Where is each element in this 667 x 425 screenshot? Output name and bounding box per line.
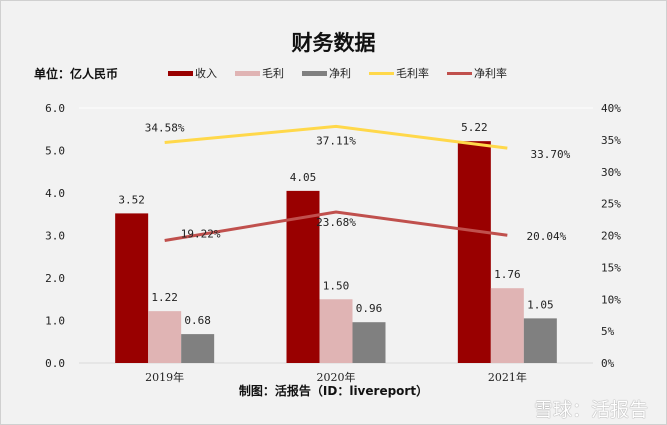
bar-revenue [115, 213, 149, 363]
data-label: 4.05 [290, 171, 317, 184]
legend-swatch [235, 70, 260, 76]
legend-label: 毛利 [262, 67, 284, 80]
data-label: 37.11% [316, 134, 356, 147]
bar-revenue [457, 141, 491, 363]
legend-label: 净利率 [474, 67, 507, 80]
right-tick-label: 35% [601, 134, 621, 147]
data-label: 1.22 [151, 291, 178, 304]
data-label: 23.68% [316, 216, 356, 229]
bar-gross [319, 299, 353, 363]
bar-net [523, 318, 557, 363]
credit-text: 制图：活报告（ID：livereport） [238, 384, 429, 398]
data-label: 1.05 [527, 298, 554, 311]
unit-label: 单位：亿人民币 [34, 67, 119, 81]
legend-gross[interactable]: 毛利 [235, 65, 284, 81]
bar-gross [148, 311, 182, 363]
legend-net-margin[interactable]: 净利率 [447, 65, 507, 81]
data-label: 34.58% [145, 122, 185, 135]
x-tick-label: 2020年 [317, 370, 356, 384]
data-label: 19.22% [181, 227, 221, 240]
left-tick-label: 4.0 [45, 187, 65, 200]
bar-net [181, 334, 215, 363]
watermark: 雪球：活报告 [533, 399, 648, 421]
line-net-margin [164, 210, 508, 242]
data-label: 0.68 [184, 314, 211, 327]
legend: 收入 毛利 净利 毛利率 净利率 [168, 65, 507, 81]
data-label: 1.50 [323, 279, 350, 292]
legend-swatch [447, 71, 472, 75]
right-tick-label: 10% [601, 293, 621, 306]
left-tick-label: 2.0 [45, 272, 65, 285]
legend-label: 毛利率 [396, 67, 429, 80]
legend-revenue[interactable]: 收入 [168, 65, 217, 81]
data-label: 3.52 [118, 193, 145, 206]
left-tick-label: 1.0 [45, 315, 65, 328]
right-tick-label: 30% [601, 166, 621, 179]
chart-title: 财务数据 [291, 31, 376, 55]
legend-swatch [168, 70, 193, 76]
x-tick-label: 2021年 [488, 370, 527, 384]
left-tick-label: 0.0 [45, 357, 65, 370]
data-label: 5.22 [461, 121, 488, 134]
right-tick-label: 25% [601, 198, 621, 211]
x-tick-label: 2019年 [145, 370, 184, 384]
legend-swatch [369, 71, 394, 75]
legend-gross-margin[interactable]: 毛利率 [369, 65, 429, 81]
right-tick-label: 20% [601, 230, 621, 243]
right-tick-label: 0% [601, 357, 615, 370]
line-gross-margin [164, 124, 508, 150]
legend-net[interactable]: 净利 [302, 65, 351, 81]
right-tick-label: 5% [601, 325, 615, 338]
data-label: 0.96 [356, 302, 383, 315]
right-tick-label: 15% [601, 261, 621, 274]
legend-swatch [302, 70, 327, 76]
legend-label: 收入 [195, 67, 217, 80]
legend-label: 净利 [329, 67, 351, 80]
left-tick-label: 5.0 [45, 145, 65, 158]
data-label: 33.70% [530, 148, 570, 161]
right-tick-label: 40% [601, 102, 621, 115]
bar-gross [490, 288, 524, 363]
left-tick-label: 3.0 [45, 230, 65, 243]
data-label: 20.04% [526, 230, 566, 243]
bar-net [352, 322, 386, 363]
data-label: 1.76 [494, 268, 521, 281]
left-tick-label: 6.0 [45, 102, 65, 115]
